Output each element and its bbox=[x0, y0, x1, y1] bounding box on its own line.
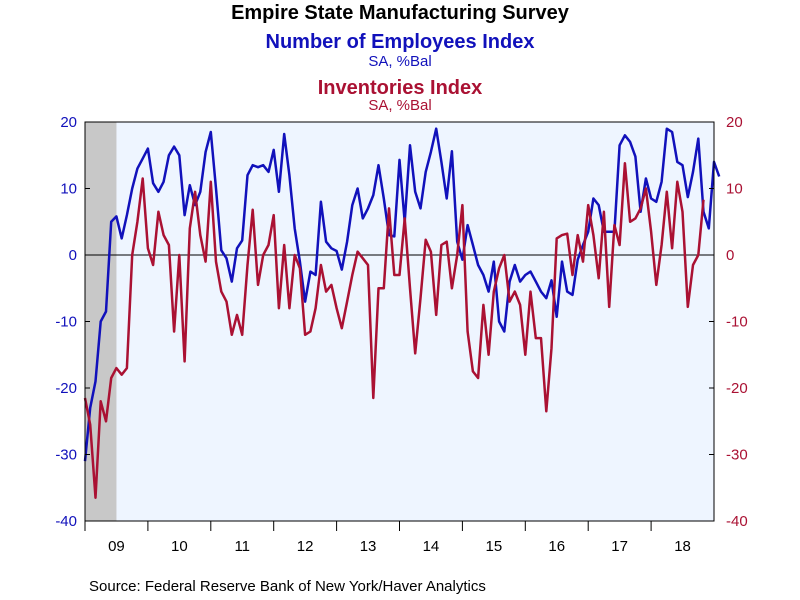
x-tick-label: 10 bbox=[171, 538, 188, 555]
y-left-tick-label: -30 bbox=[55, 447, 77, 464]
x-tick-label: 12 bbox=[297, 538, 314, 555]
y-left-tick-label: -20 bbox=[55, 380, 77, 397]
x-tick-label: 16 bbox=[548, 538, 565, 555]
y-left-tick-label: 20 bbox=[60, 114, 77, 131]
y-right-tick-label: -20 bbox=[726, 380, 748, 397]
chart-title: Empire State Manufacturing Survey bbox=[231, 2, 569, 24]
plot-area bbox=[85, 122, 714, 521]
y-right-tick-label: -10 bbox=[726, 314, 748, 331]
y-left-tick-label: 0 bbox=[69, 247, 77, 264]
x-tick-label: 18 bbox=[674, 538, 691, 555]
series-1-name: Number of Employees Index bbox=[265, 31, 535, 53]
x-tick-label: 13 bbox=[360, 538, 377, 555]
y-right-tick-label: 0 bbox=[726, 247, 734, 264]
y-left-tick-label: -10 bbox=[55, 314, 77, 331]
y-right-tick-label: 10 bbox=[726, 181, 743, 198]
x-tick-label: 11 bbox=[234, 538, 250, 555]
x-tick-label: 14 bbox=[423, 538, 440, 555]
y-right-tick-label: 20 bbox=[726, 114, 743, 131]
y-left-tick-label: 10 bbox=[60, 181, 77, 198]
x-tick-label: 17 bbox=[611, 538, 628, 555]
source-note: Source: Federal Reserve Bank of New York… bbox=[89, 578, 486, 595]
series-2-name: Inventories Index bbox=[317, 77, 483, 99]
y-right-tick-label: -30 bbox=[726, 447, 748, 464]
y-right-tick-label: -40 bbox=[726, 513, 748, 530]
x-tick-label: 15 bbox=[486, 538, 503, 555]
series-1-unit: SA, %Bal bbox=[368, 53, 432, 70]
x-tick-label: 09 bbox=[108, 538, 125, 555]
y-left-tick-label: -40 bbox=[55, 513, 77, 530]
series-2-unit: SA, %Bal bbox=[368, 97, 432, 114]
series-line-2 bbox=[83, 161, 705, 499]
